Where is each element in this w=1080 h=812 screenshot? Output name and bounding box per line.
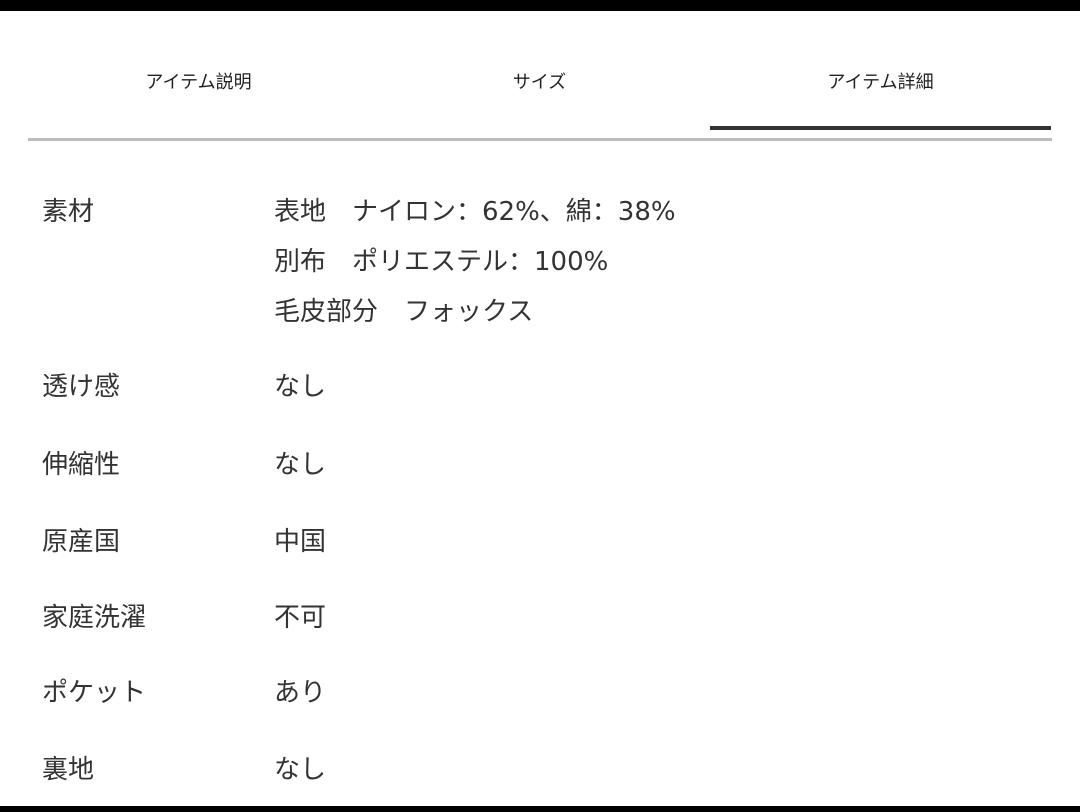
tab-item-description[interactable]: アイテム説明 (145, 72, 252, 93)
detail-label-home-wash: 家庭洗濯 (42, 603, 147, 633)
detail-value-home-wash: 不可 (274, 603, 327, 633)
active-tab-indicator (710, 126, 1051, 130)
detail-value-origin: 中国 (274, 527, 327, 557)
detail-value-material-fur: 毛皮部分 フォックス (274, 297, 534, 327)
detail-label-pocket: ポケット (42, 678, 147, 708)
detail-label-material: 素材 (42, 197, 95, 227)
detail-value-lining: なし (274, 755, 327, 785)
top-bar (0, 0, 1080, 11)
detail-label-lining: 裏地 (42, 755, 95, 785)
bottom-bar (0, 806, 1080, 812)
detail-value-pocket: あり (274, 678, 327, 708)
tab-item-details[interactable]: アイテム詳細 (827, 72, 934, 93)
detail-label-origin: 原産国 (42, 527, 121, 557)
tab-size[interactable]: サイズ (512, 72, 567, 93)
detail-label-stretch: 伸縮性 (42, 450, 121, 480)
detail-label-sheerness: 透け感 (42, 372, 121, 402)
detail-value-material-outer: 表地 ナイロン：62%、綿：38% (274, 197, 676, 227)
detail-value-material-other: 別布 ポリエステル：100% (274, 247, 609, 277)
detail-value-sheerness: なし (274, 372, 327, 402)
tab-divider (28, 138, 1052, 141)
detail-value-stretch: なし (274, 450, 327, 480)
